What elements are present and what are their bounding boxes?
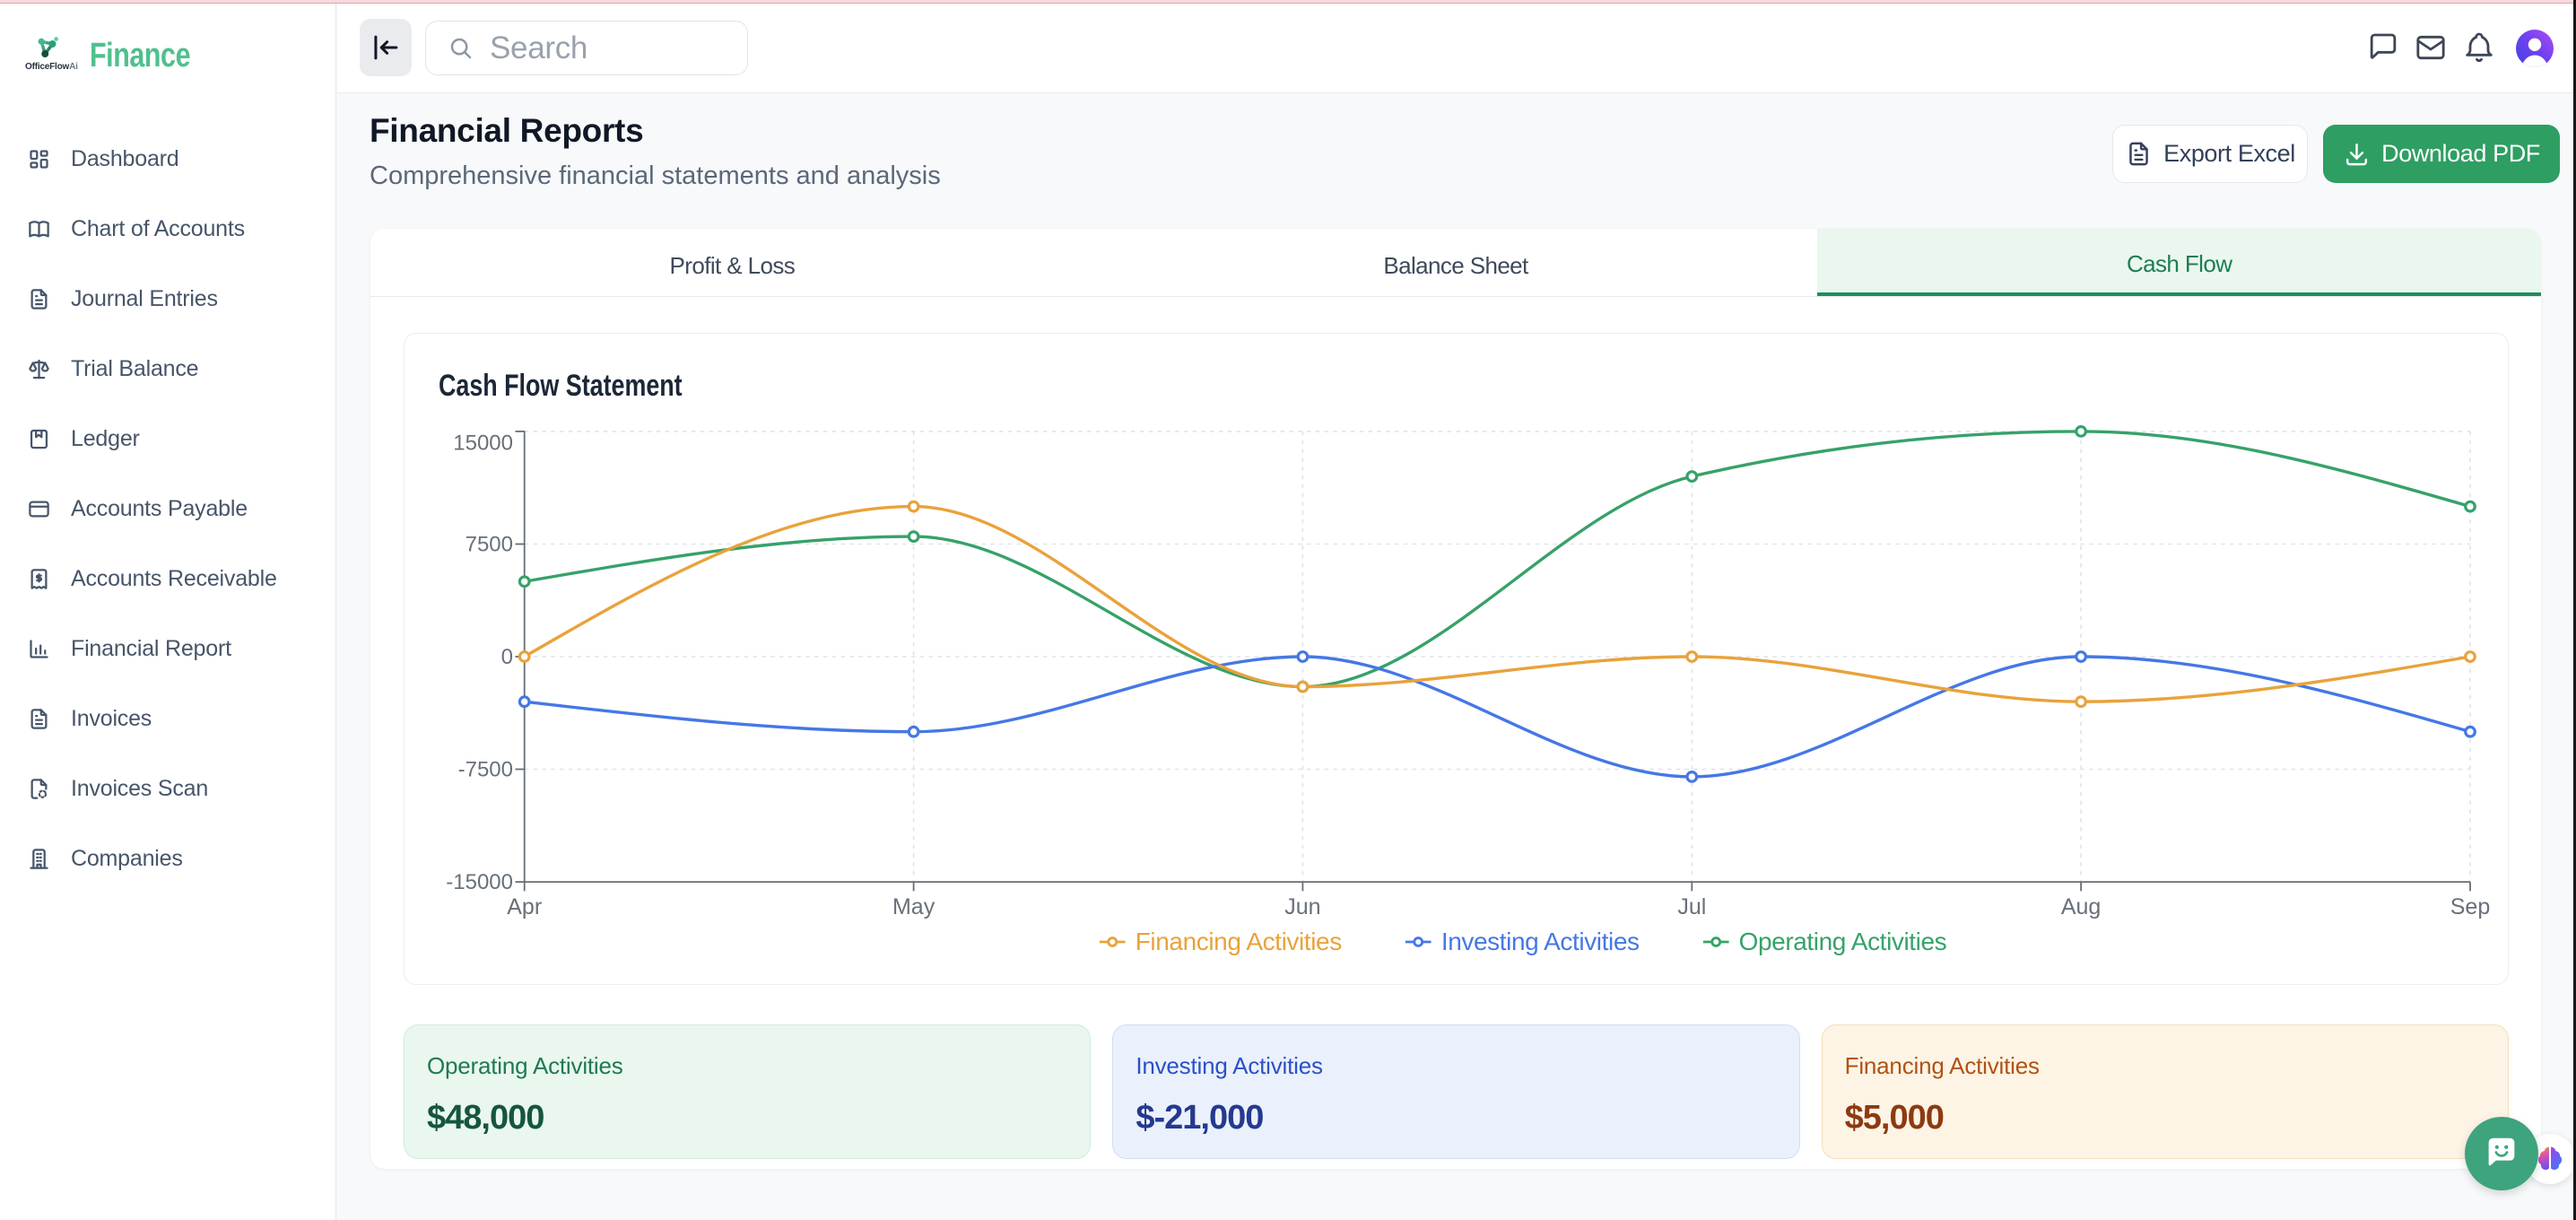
svg-text:May: May <box>892 894 936 919</box>
svg-text:Jul: Jul <box>1677 894 1706 919</box>
svg-text:0: 0 <box>501 645 513 669</box>
svg-text:Jun: Jun <box>1284 894 1320 919</box>
svg-text:Aug: Aug <box>2061 894 2101 919</box>
svg-text:-15000: -15000 <box>446 870 513 894</box>
svg-text:15000: 15000 <box>453 431 513 456</box>
svg-text:7500: 7500 <box>466 533 513 557</box>
svg-text:Sep: Sep <box>2450 894 2490 919</box>
svg-text:-7500: -7500 <box>458 758 513 782</box>
svg-text:Apr: Apr <box>507 894 542 919</box>
